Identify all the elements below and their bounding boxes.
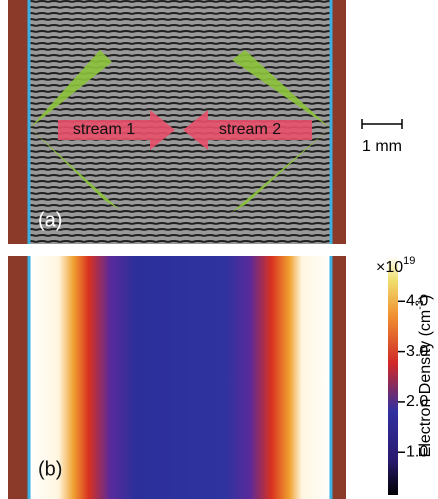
colorbar-tick-label: 2.0 (406, 393, 428, 410)
electrode (8, 256, 28, 499)
stream-label: stream 1 (73, 121, 135, 138)
panel-label: (a) (38, 209, 62, 231)
colorbar-tick-label: 4.0 (406, 293, 428, 310)
colorbar-tick-label: 1.0 (406, 443, 428, 460)
label: Electron Density (cm (417, 310, 434, 458)
scale-label: 1 mm (362, 138, 402, 155)
density-map (28, 256, 332, 499)
panel-label: (b) (38, 458, 62, 480)
figure: stream 1 stream 2 (a) 1 mm (b) ×1019 Ele… (0, 0, 438, 499)
colorbar (388, 256, 398, 495)
colorbar-tick-label: 3.0 (406, 343, 428, 360)
electrode (332, 256, 346, 499)
multiplier: ×10 (376, 259, 403, 276)
electrode (332, 0, 346, 244)
exponent: 19 (403, 255, 415, 267)
colorbar-label: Electron Density (cm-3) (414, 295, 434, 458)
stream-label: stream 2 (219, 121, 281, 138)
electrode (8, 0, 28, 244)
